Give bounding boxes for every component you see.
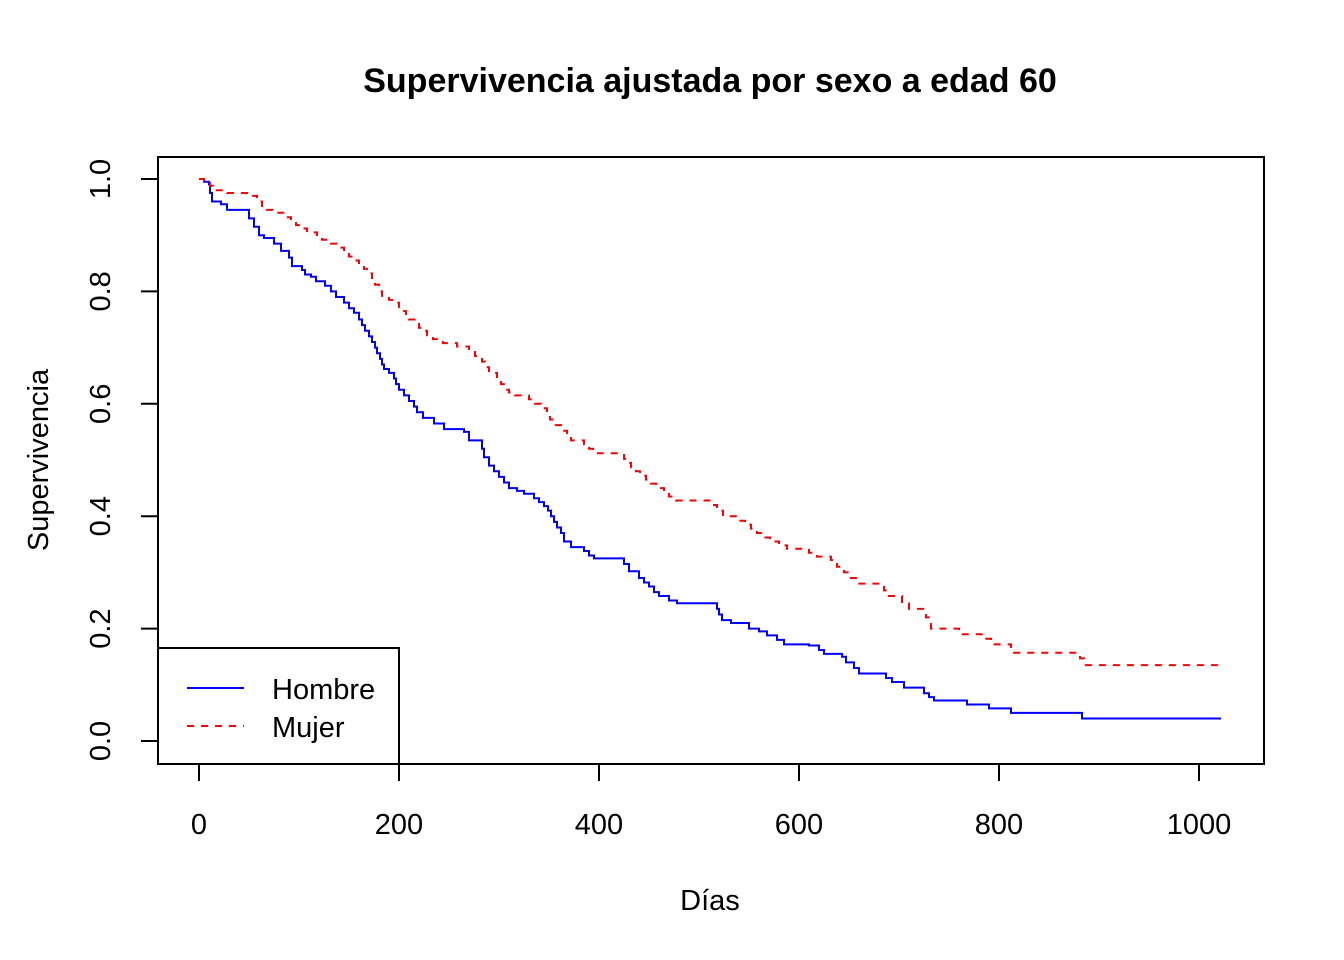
series-line-hombre	[199, 178, 1221, 720]
x-tick-label: 0	[191, 809, 207, 841]
x-tick-label: 800	[975, 809, 1023, 841]
x-axis-label: Días	[680, 885, 740, 917]
y-tick-label: 0.4	[85, 496, 117, 536]
y-tick-label: 0.6	[85, 384, 117, 424]
legend-box	[157, 647, 400, 765]
y-tick-label: 0.2	[85, 608, 117, 648]
y-axis: 0.0 0.2 0.4 0.6 0.8 1.0	[85, 159, 159, 761]
x-tick-label: 1000	[1167, 809, 1232, 841]
x-tick-label: 400	[575, 809, 623, 841]
survival-curves	[199, 178, 1221, 720]
x-axis: 0 200 400 600 800 1000	[191, 763, 1232, 841]
y-tick-label: 0.0	[85, 721, 117, 761]
x-tick-label: 200	[375, 809, 423, 841]
y-tick-label: 1.0	[85, 159, 117, 199]
x-tick-label: 600	[775, 809, 823, 841]
legend: Hombre Mujer	[157, 647, 400, 765]
y-axis-label: Supervivencia	[23, 368, 55, 551]
y-tick-label: 0.8	[85, 271, 117, 311]
chart-title: Supervivencia ajustada por sexo a edad 6…	[363, 62, 1057, 100]
legend-label-mujer: Mujer	[272, 712, 345, 744]
legend-label-hombre: Hombre	[272, 674, 375, 706]
series-line-mujer	[199, 178, 1221, 667]
